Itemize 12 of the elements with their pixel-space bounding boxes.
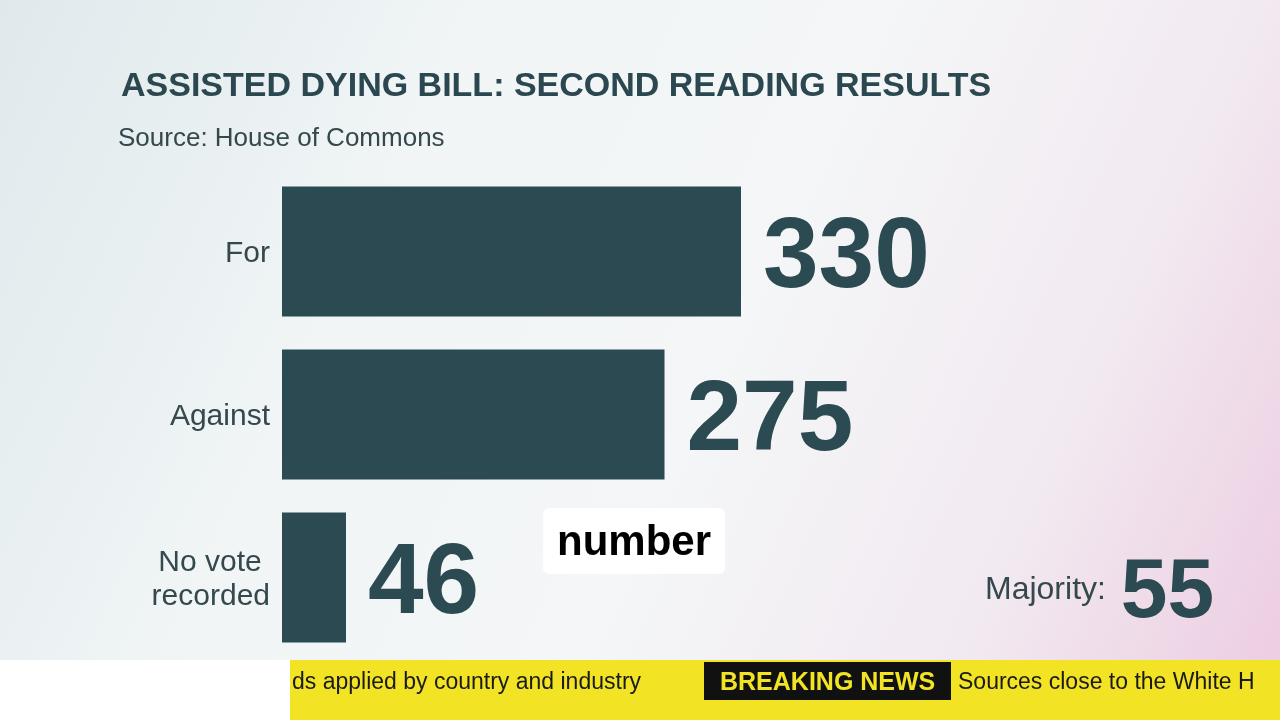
y-tick-label: No vote recorded [151, 544, 270, 611]
data-label: 330 [763, 195, 930, 308]
y-tick-label: Against [169, 398, 271, 431]
source-note: Sources close to the White H [958, 666, 1255, 696]
data-label: 275 [686, 358, 854, 471]
data-label: 46 [367, 521, 480, 634]
text: BREAKING NEWS [704, 662, 952, 700]
annotation: number [543, 508, 726, 574]
source-note: Source: House of Commons [118, 122, 445, 152]
text: ds applied by country and industry [292, 666, 642, 696]
chart-title: ASSISTED DYING BILL: SECOND READING RESULTS [121, 65, 992, 103]
y-tick-label: For [225, 235, 271, 268]
